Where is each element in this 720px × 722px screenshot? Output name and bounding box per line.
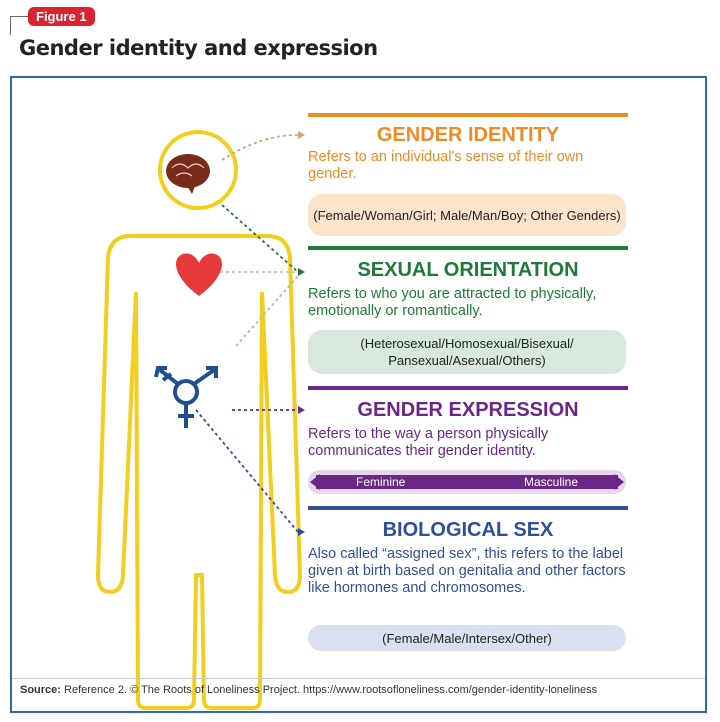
source-note: Source: Reference 2. © The Roots of Lone…: [20, 684, 597, 696]
scale-right-label: Masculine: [523, 474, 578, 489]
arrowheads: [298, 131, 305, 536]
gender-identity-description: Refers to an individual's sense of their…: [308, 149, 584, 182]
biological-sex-title: BIOLOGICAL SEX: [382, 519, 554, 541]
gender-identity-examples: (Female/Woman/Girl; Male/Man/Boy; Other …: [308, 194, 626, 236]
gender-expression-bar: [308, 386, 628, 390]
figure-bracket: [10, 16, 29, 35]
source-label: Source:: [20, 684, 61, 696]
scale-left-label: Feminine: [356, 474, 406, 489]
body-outline: [95, 234, 303, 710]
source-divider: [12, 678, 705, 679]
sexual-orientation-examples: (Heterosexual/Homosexual/Bisexual/ Panse…: [308, 330, 626, 374]
biological-sex-bar: [308, 506, 628, 510]
sexual-orientation-description: Refers to who you are attracted to physi…: [308, 286, 597, 319]
arrow-left-icon: [310, 474, 320, 490]
gender-expression-description: Refers to the way a person physically co…: [308, 426, 549, 459]
sexual-orientation-bar: [308, 246, 628, 250]
gender-expression-title: GENDER EXPRESSION: [357, 399, 579, 421]
heart-icon: [176, 253, 222, 296]
gender-identity-bar: [308, 113, 628, 117]
figure-badge: Figure 1: [28, 7, 95, 26]
biological-sex-description: Also called “assigned sex”, this refers …: [308, 546, 626, 596]
gender-expression-scale: Feminine Masculine: [308, 470, 626, 494]
source-text: Reference 2. © The Roots of Loneliness P…: [60, 684, 598, 696]
brain-icon: [166, 154, 210, 194]
gender-identity-title: GENDER IDENTITY: [376, 124, 560, 146]
arrow-right-icon: [614, 474, 624, 490]
figure-title: Gender identity and expression: [19, 36, 378, 60]
head-outline: [158, 130, 238, 210]
figure-frame: [10, 76, 707, 713]
biological-sex-examples: (Female/Male/Intersex/Other): [308, 625, 626, 651]
connector-lines: [195, 134, 299, 533]
sexual-orientation-title: SEXUAL ORIENTATION: [357, 259, 579, 281]
transgender-symbol-icon: [154, 366, 218, 428]
